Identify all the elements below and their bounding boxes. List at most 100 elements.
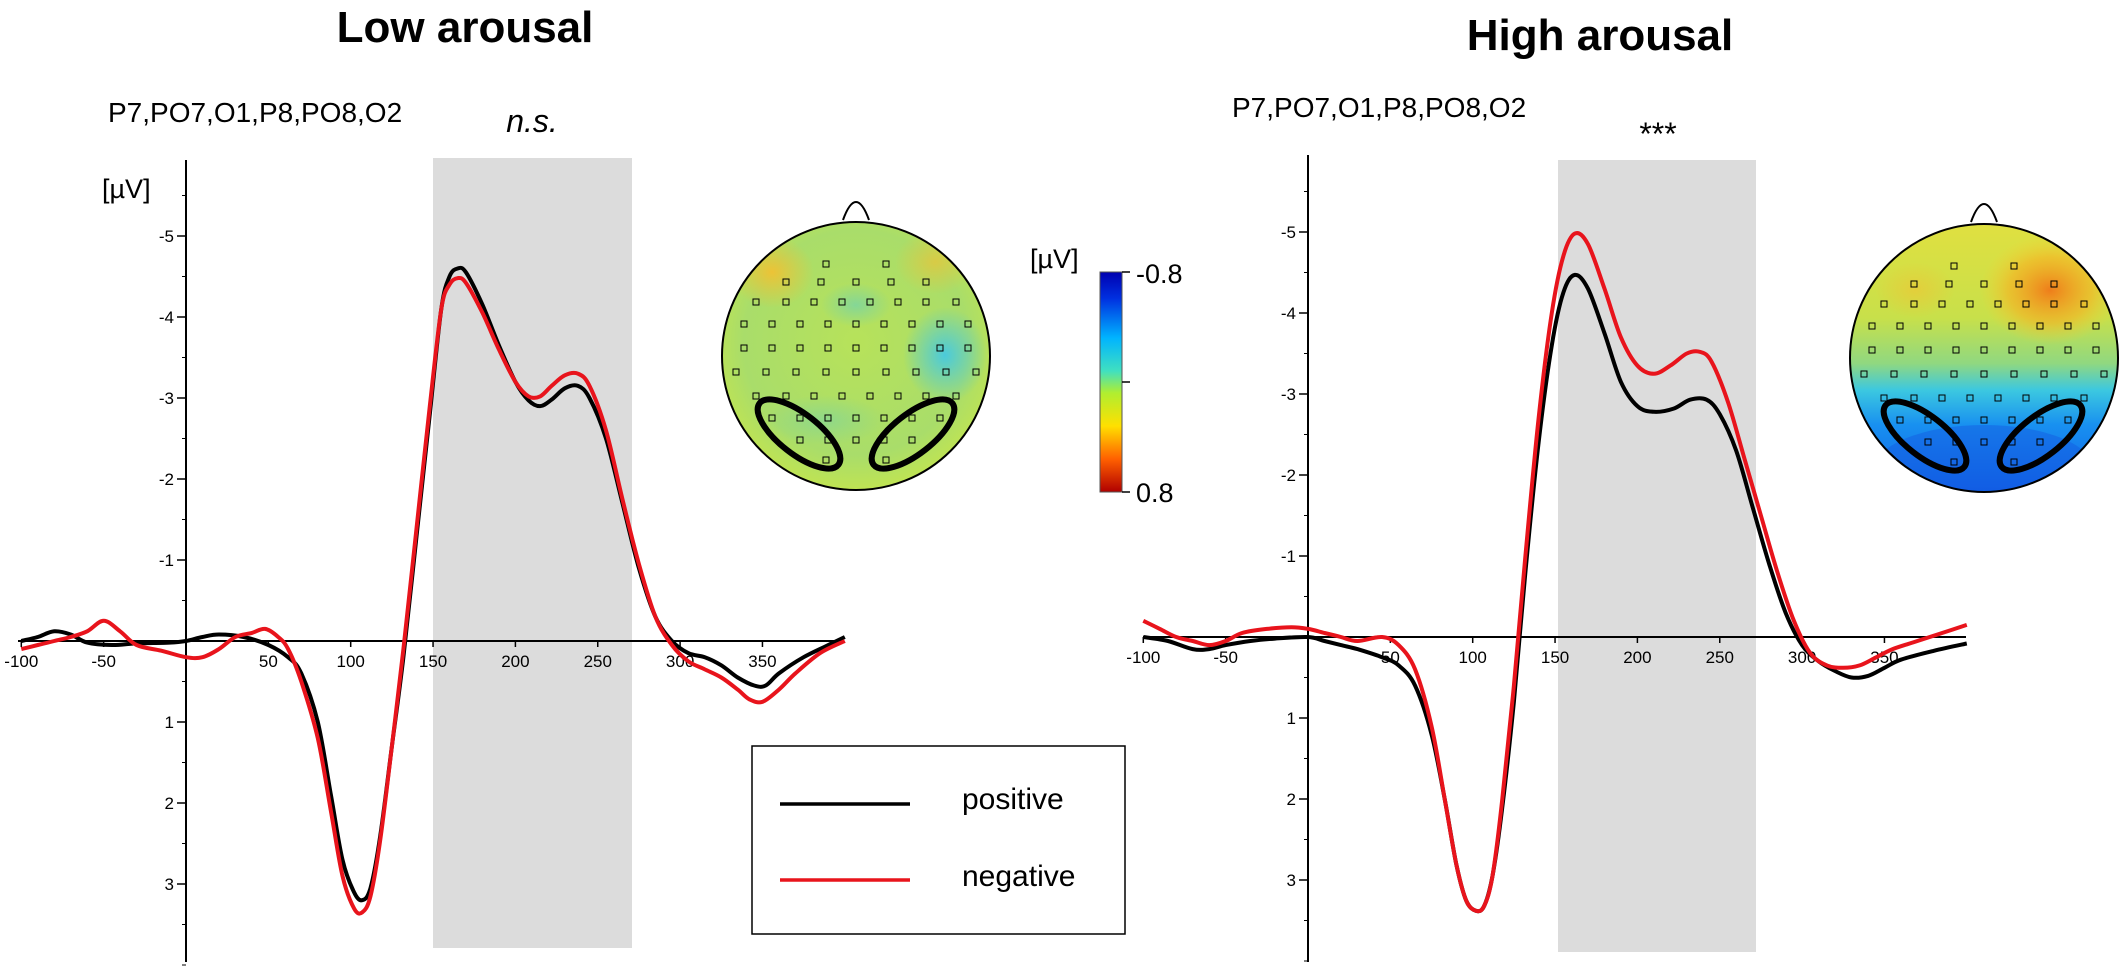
y-tick-label: 1: [1287, 709, 1296, 728]
electrode-marker: [1924, 322, 1932, 330]
y-tick-label: -5: [159, 227, 174, 246]
x-tick-label: -50: [1213, 648, 1238, 667]
electrode-marker: [2064, 346, 2072, 354]
electrode-marker: [922, 298, 930, 306]
electrode-marker: [1952, 322, 1960, 330]
electrode-marker: [1896, 346, 1904, 354]
electrode-marker: [852, 368, 860, 376]
x-tick-label: -100: [1126, 648, 1160, 667]
electrode-marker: [2064, 416, 2072, 424]
x-tick-label: 350: [748, 652, 776, 671]
electrode-marker: [882, 260, 890, 268]
electrode-marker: [732, 368, 740, 376]
electrode-marker: [1920, 370, 1928, 378]
electrode-marker: [822, 368, 830, 376]
erp-line-positive: [1142, 272, 1968, 914]
y-tick-label: -4: [1281, 304, 1296, 323]
x-tick-label: -50: [91, 652, 116, 671]
y-tick-label: 2: [1287, 790, 1296, 809]
electrode-marker: [852, 320, 860, 328]
electrode-marker: [1994, 394, 2002, 402]
electrode-marker: [2092, 346, 2100, 354]
y-tick-label: -3: [159, 389, 174, 408]
shaded-time-window: [1558, 160, 1756, 952]
electrode-marker: [852, 344, 860, 352]
electrode-marker: [1980, 346, 1988, 354]
electrode-marker: [852, 436, 860, 444]
electrode-marker: [1966, 394, 1974, 402]
electrode-marker: [912, 368, 920, 376]
electrode-marker: [810, 298, 818, 306]
electrode-marker: [1994, 300, 2002, 308]
electrode-marker: [1952, 346, 1960, 354]
electrode-marker: [796, 344, 804, 352]
roi-left-ellipse: [1880, 398, 1970, 474]
electrode-marker: [2064, 322, 2072, 330]
electrode-marker: [908, 414, 916, 422]
electrode-marker: [2092, 322, 2100, 330]
electrode-marker: [1938, 394, 1946, 402]
colorbar-unit-label: [µV]: [1030, 244, 1079, 274]
electrode-marker: [1980, 370, 1988, 378]
electrode-marker: [1910, 300, 1918, 308]
x-tick-label: 100: [337, 652, 365, 671]
electrode-marker: [1938, 300, 1946, 308]
electrode-marker: [1950, 262, 1958, 270]
electrode-marker: [822, 260, 830, 268]
electrode-marker: [1890, 370, 1898, 378]
roi-right-ellipse: [1996, 398, 2086, 474]
electrode-marker: [952, 298, 960, 306]
electrode-marker: [880, 320, 888, 328]
electrode-marker: [1868, 322, 1876, 330]
shaded-time-window: [433, 158, 632, 948]
electrode-marker: [1980, 322, 1988, 330]
electrode-marker: [1910, 280, 1918, 288]
electrodes: [1860, 262, 2108, 466]
colorbar-gradient: [1099, 271, 1123, 493]
colorbar-top-label: -0.8: [1136, 259, 1183, 289]
electrode-marker: [964, 320, 972, 328]
electrode-marker: [1980, 438, 1988, 446]
electrodes: [732, 260, 980, 464]
electrode-marker: [838, 392, 846, 400]
electrode-marker: [852, 414, 860, 422]
electrode-marker: [796, 436, 804, 444]
legend-box: [751, 745, 1126, 935]
electrode-marker: [796, 320, 804, 328]
electrode-marker: [936, 414, 944, 422]
colorbar: [µV] -0.8 0.8: [1030, 244, 1183, 508]
electrode-marker: [1980, 280, 1988, 288]
electrode-marker: [2100, 370, 2108, 378]
electrode-marker: [2080, 394, 2088, 402]
electrode-marker: [1880, 394, 1888, 402]
electrode-marker: [1950, 458, 1958, 466]
scalp-topography-map: [1849, 203, 2119, 493]
electrode-marker: [1952, 416, 1960, 424]
erp-line-negative: [1142, 231, 1968, 914]
nose-icon: [1970, 203, 1998, 223]
electrode-marker: [782, 278, 790, 286]
y-tick-label: -5: [1281, 223, 1296, 242]
electrode-marker: [964, 344, 972, 352]
electrode-marker: [2022, 300, 2030, 308]
electrode-marker: [2040, 370, 2048, 378]
electrode-marker: [894, 392, 902, 400]
channel-label: P7,PO7,O1,P8,PO8,O2: [108, 97, 402, 128]
x-tick-label: 200: [501, 652, 529, 671]
y-tick-label: -3: [1281, 385, 1296, 404]
electrode-marker: [880, 344, 888, 352]
y-tick-label: 2: [165, 794, 174, 813]
electrode-marker: [908, 344, 916, 352]
y-tick-label: -2: [159, 470, 174, 489]
electrode-marker: [908, 320, 916, 328]
electrode-marker: [792, 368, 800, 376]
electrode-marker: [1966, 300, 1974, 308]
electrode-marker: [796, 414, 804, 422]
electrode-marker: [768, 344, 776, 352]
legend-label-negative: negative: [962, 860, 1075, 893]
colorbar-bottom-label: 0.8: [1136, 478, 1174, 508]
electrode-marker: [1860, 370, 1868, 378]
electrode-marker: [1896, 322, 1904, 330]
